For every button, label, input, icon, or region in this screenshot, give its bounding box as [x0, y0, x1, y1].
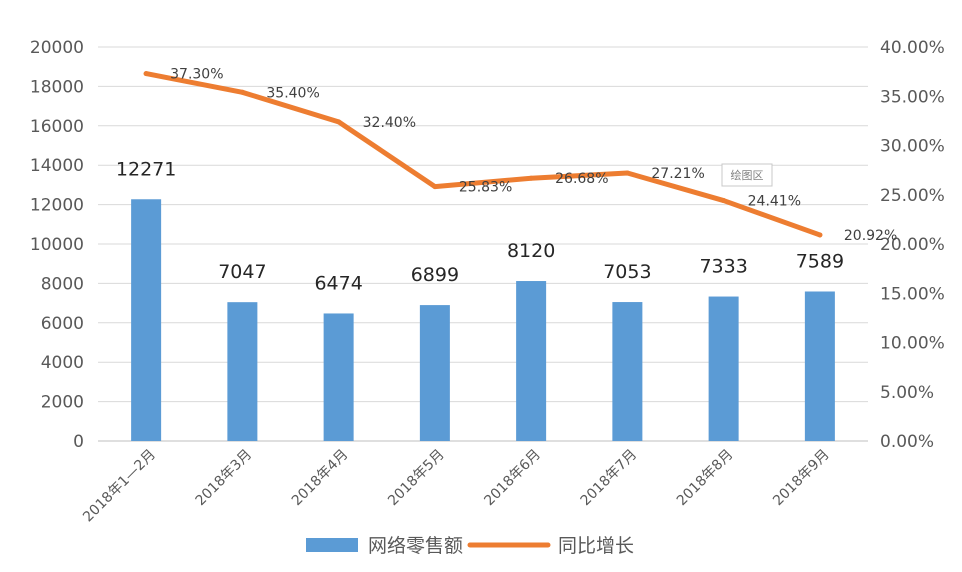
legend-bar-swatch [306, 538, 358, 552]
right-axis-ticks: 0.00% 5.00% 10.00% 15.00% 20.00% 25.00% 30.00%… [880, 38, 945, 452]
left-axis-ticks: 0 2000 4000 6000 8000 10000 12000 14000 16000 180… [30, 38, 84, 452]
x-tick-label: 2018年4月 [289, 447, 352, 510]
line-data-labels: 37.30% 35.40% 32.40% 25.83% 26.68% 27.21% 24.4… [170, 67, 897, 244]
y-right-tick-label: 10.00% [880, 334, 945, 354]
y-left-tick-label: 4000 [41, 353, 84, 373]
line-value-label: 20.92% [844, 228, 897, 244]
bar [804, 291, 835, 441]
plot-area-tooltip: 绘图区 [721, 163, 773, 187]
legend-line-label: 同比增长 [558, 535, 634, 557]
bar [419, 305, 450, 441]
x-axis-ticks: 2018年1—2月 2018年3月 2018年4月 2018年5月 2018年6月 201… [80, 447, 833, 526]
x-tick-label: 2018年6月 [481, 447, 544, 510]
line-series [143, 71, 823, 238]
y-left-tick-label: 0 [73, 432, 84, 452]
line-value-label: 24.41% [748, 194, 801, 210]
bar-value-label: 6899 [411, 264, 459, 286]
bar [131, 199, 162, 441]
line-point [432, 184, 438, 190]
y-left-tick-label: 6000 [41, 314, 84, 334]
line-point [721, 198, 727, 204]
y-right-tick-label: 20.00% [880, 235, 945, 255]
bar [612, 302, 643, 441]
y-left-tick-label: 2000 [41, 393, 84, 413]
line-value-label: 25.83% [459, 180, 512, 196]
x-tick-label: 2018年7月 [578, 447, 641, 510]
line-point [817, 232, 823, 238]
x-tick-label: 2018年9月 [770, 447, 833, 510]
legend-bar-label: 网络零售额 [368, 535, 463, 557]
line-point [143, 71, 149, 77]
y-left-tick-label: 10000 [30, 235, 84, 255]
y-right-tick-label: 0.00% [880, 432, 934, 452]
bar-value-label: 7589 [796, 250, 844, 272]
line-point [624, 170, 630, 176]
bar [227, 302, 258, 441]
bar-value-label: 7053 [603, 261, 651, 283]
line-value-label: 37.30% [170, 67, 223, 83]
bar-value-label: 6474 [314, 272, 362, 294]
line-value-label: 35.40% [266, 85, 319, 101]
y-left-tick-label: 18000 [30, 77, 84, 97]
line-value-label: 26.68% [555, 171, 608, 187]
gridlines [98, 46, 868, 442]
line-value-label: 27.21% [651, 166, 704, 182]
bar [516, 281, 547, 441]
bar [708, 296, 739, 441]
line-point [528, 175, 534, 181]
bar-data-labels: 12271 7047 6474 6899 8120 7053 7333 7589 [116, 158, 844, 294]
x-tick-label: 2018年8月 [674, 447, 737, 510]
x-tick-label: 2018年3月 [193, 447, 256, 510]
bar-value-label: 7047 [218, 261, 266, 283]
bar-value-label: 7333 [699, 256, 747, 278]
growth-line [143, 71, 823, 238]
line-value-label: 32.40% [363, 115, 416, 131]
y-right-tick-label: 15.00% [880, 284, 945, 304]
bar-value-label: 8120 [507, 240, 555, 262]
y-left-tick-label: 20000 [30, 38, 84, 58]
y-right-tick-label: 40.00% [880, 38, 945, 58]
y-left-tick-label: 12000 [30, 196, 84, 216]
tooltip-text: 绘图区 [731, 168, 764, 182]
bar-series [131, 199, 835, 441]
x-tick-label: 2018年1—2月 [80, 447, 159, 526]
tooltip-box [721, 163, 773, 187]
line-point [336, 119, 342, 125]
y-left-tick-label: 16000 [30, 117, 84, 137]
y-right-tick-label: 35.00% [880, 87, 945, 107]
y-right-tick-label: 30.00% [880, 137, 945, 157]
y-left-tick-label: 14000 [30, 156, 84, 176]
y-left-tick-label: 8000 [41, 274, 84, 294]
bar-value-label: 12271 [116, 158, 176, 180]
line-point [239, 89, 245, 95]
bar [323, 313, 354, 441]
legend: 网络零售额 同比增长 [306, 535, 634, 557]
x-tick-label: 2018年5月 [385, 447, 448, 510]
y-right-tick-label: 25.00% [880, 186, 945, 206]
y-right-tick-label: 5.00% [880, 383, 934, 403]
